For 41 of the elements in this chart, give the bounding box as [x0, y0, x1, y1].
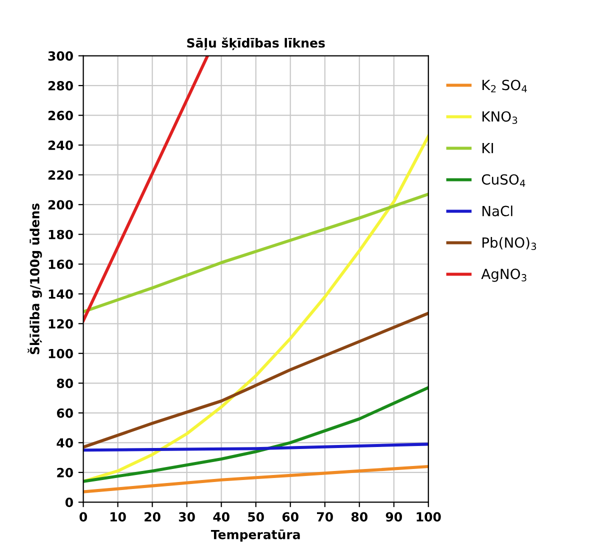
- y-tick-label: 40: [56, 438, 73, 448]
- x-tick-label: 30: [178, 512, 195, 522]
- x-tick-label: 10: [110, 512, 126, 522]
- y-tick-label: 20: [57, 468, 73, 478]
- y-tick-label: 140: [48, 289, 73, 299]
- legend-label: K$_{2}$ SO$_{4}$: [482, 80, 527, 92]
- y-tick-label: 180: [48, 230, 73, 240]
- x-tick-label: 90: [386, 512, 402, 522]
- x-axis-title: Temperatūra: [210, 530, 300, 542]
- y-tick-label: 100: [48, 348, 73, 358]
- y-tick-label: 280: [48, 81, 73, 90]
- x-tick-label: 80: [351, 512, 368, 522]
- x-tick-label: 20: [144, 512, 160, 522]
- legend-label: NaCl: [482, 206, 512, 216]
- line-series: [83, 192, 428, 314]
- y-tick-label: 60: [56, 408, 73, 418]
- legend-label: AgNO$_{3}$: [481, 268, 526, 282]
- legend-label: Pb(NO)$_{3}$: [482, 237, 536, 250]
- y-axis-title: Šķīdība g/100g ūdens: [28, 204, 42, 354]
- legend-label: KI: [482, 142, 493, 154]
- x-tick-label: 60: [282, 512, 298, 522]
- x-tick-label: 40: [213, 512, 230, 522]
- y-tick-label: 300: [48, 51, 73, 61]
- y-tick-label: 220: [48, 170, 73, 180]
- line-series: [83, 464, 428, 494]
- y-tick-label: 240: [48, 140, 73, 150]
- y-tick-label: 160: [48, 260, 73, 270]
- y-tick-label: 120: [48, 319, 73, 329]
- line-series: [83, 312, 428, 449]
- legend-label: KNO$_{3}$: [482, 111, 518, 124]
- legend-label: CuSO$_{4}$: [482, 174, 526, 187]
- y-tick-label: 0: [65, 498, 73, 508]
- x-tick-label: 70: [317, 512, 333, 522]
- x-tick-label: 100: [416, 512, 441, 522]
- y-tick-label: 200: [48, 200, 73, 210]
- y-tick-label: 80: [56, 378, 73, 388]
- x-tick-label: 0: [80, 512, 88, 522]
- line-series: [83, 386, 428, 483]
- x-tick-label: 50: [248, 512, 264, 522]
- y-tick-label: 260: [48, 110, 73, 120]
- chart-title: Sāļu šķīdības līknes: [187, 37, 325, 50]
